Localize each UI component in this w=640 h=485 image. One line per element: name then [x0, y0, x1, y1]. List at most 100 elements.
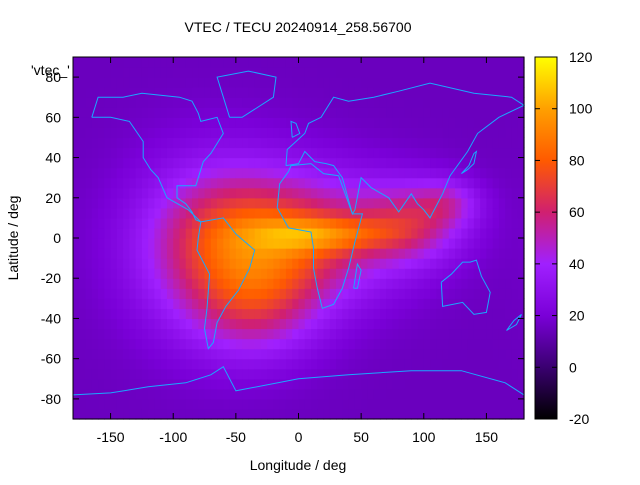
heatmap-cell	[160, 87, 168, 98]
heatmap-cell	[85, 308, 93, 320]
heatmap-cell	[417, 217, 425, 229]
heatmap-cell	[273, 258, 281, 269]
heatmap-cell	[367, 117, 375, 128]
heatmap-cell	[292, 338, 300, 350]
heatmap-cell	[392, 368, 400, 380]
heatmap-cell	[336, 278, 343, 289]
heatmap-cell	[85, 268, 93, 279]
heatmap-cell	[323, 338, 331, 350]
heatmap-cell	[79, 57, 87, 68]
heatmap-cell	[430, 248, 437, 259]
heatmap-cell	[116, 157, 124, 169]
heatmap-cell	[104, 278, 112, 289]
heatmap-cell	[486, 147, 494, 159]
heatmap-cell	[204, 187, 212, 199]
heatmap-cell	[192, 308, 199, 320]
heatmap-cell	[273, 388, 281, 400]
heatmap-cell	[367, 67, 375, 78]
heatmap-cell	[517, 388, 525, 400]
heatmap-cell	[273, 167, 281, 179]
heatmap-cell	[273, 197, 281, 209]
heatmap-cell	[398, 318, 406, 330]
heatmap-cell	[455, 207, 462, 219]
heatmap-cell	[185, 57, 193, 68]
heatmap-cell	[217, 227, 224, 239]
heatmap-cell	[486, 87, 494, 98]
heatmap-cell	[98, 187, 105, 199]
heatmap-cell	[498, 197, 506, 209]
heatmap-cell	[517, 147, 525, 159]
heatmap-cell	[217, 328, 224, 340]
heatmap-cell	[285, 67, 293, 78]
heatmap-cell	[116, 298, 124, 309]
heatmap-cell	[123, 398, 130, 410]
heatmap-cell	[292, 107, 300, 118]
heatmap-cell	[110, 318, 118, 330]
heatmap-cell	[229, 408, 237, 420]
heatmap-cell	[104, 308, 112, 320]
heatmap-cell	[480, 87, 488, 98]
heatmap-cell	[154, 207, 162, 219]
heatmap-cell	[260, 318, 268, 330]
heatmap-cell	[292, 408, 300, 420]
heatmap-cell	[217, 398, 224, 410]
heatmap-cell	[430, 408, 437, 420]
heatmap-cell	[229, 378, 237, 390]
heatmap-cell	[217, 207, 224, 219]
x-tick-label: -100	[159, 429, 187, 445]
heatmap-cell	[317, 278, 325, 289]
heatmap-cell	[511, 268, 519, 279]
heatmap-cell	[292, 187, 300, 199]
heatmap-cell	[260, 147, 268, 159]
heatmap-cell	[298, 157, 306, 169]
heatmap-cell	[367, 187, 375, 199]
heatmap-cell	[348, 338, 356, 350]
heatmap-cell	[166, 157, 174, 169]
y-tick-label: 0	[53, 230, 61, 246]
heatmap-cell	[279, 107, 287, 118]
heatmap-cell	[185, 308, 193, 320]
heatmap-cell	[486, 358, 494, 370]
heatmap-cell	[267, 238, 275, 249]
heatmap-cell	[154, 378, 162, 390]
heatmap-cell	[467, 157, 475, 169]
heatmap-cell	[304, 57, 312, 68]
heatmap-cell	[285, 268, 293, 279]
heatmap-cell	[79, 328, 87, 340]
heatmap-cell	[442, 187, 450, 199]
heatmap-cell	[304, 288, 312, 299]
heatmap-cell	[129, 107, 137, 118]
heatmap-cell	[160, 378, 168, 390]
heatmap-cell	[73, 258, 80, 269]
heatmap-cell	[223, 248, 231, 259]
heatmap-cell	[110, 238, 118, 249]
heatmap-cell	[85, 147, 93, 159]
heatmap-cell	[336, 217, 343, 229]
heatmap-cell	[98, 217, 105, 229]
heatmap-cell	[166, 238, 174, 249]
heatmap-cell	[436, 117, 444, 128]
heatmap-cell	[505, 358, 513, 370]
heatmap-cell	[254, 328, 262, 340]
heatmap-cell	[223, 107, 231, 118]
heatmap-cell	[98, 137, 105, 149]
heatmap-cell	[473, 57, 481, 68]
heatmap-cell	[254, 167, 262, 179]
heatmap-cell	[379, 117, 387, 128]
heatmap-cell	[311, 107, 318, 118]
heatmap-cell	[110, 157, 118, 169]
heatmap-cell	[260, 207, 268, 219]
heatmap-cell	[511, 137, 519, 149]
heatmap-cell	[323, 318, 331, 330]
heatmap-cell	[423, 97, 431, 108]
heatmap-cell	[235, 398, 243, 410]
heatmap-cell	[505, 117, 513, 128]
heatmap-cell	[267, 207, 275, 219]
heatmap-cell	[467, 137, 475, 149]
heatmap-cell	[148, 117, 156, 128]
heatmap-cell	[210, 87, 218, 98]
heatmap-cell	[354, 238, 362, 249]
heatmap-cell	[235, 117, 243, 128]
heatmap-cell	[254, 77, 262, 88]
heatmap-cell	[448, 308, 456, 320]
